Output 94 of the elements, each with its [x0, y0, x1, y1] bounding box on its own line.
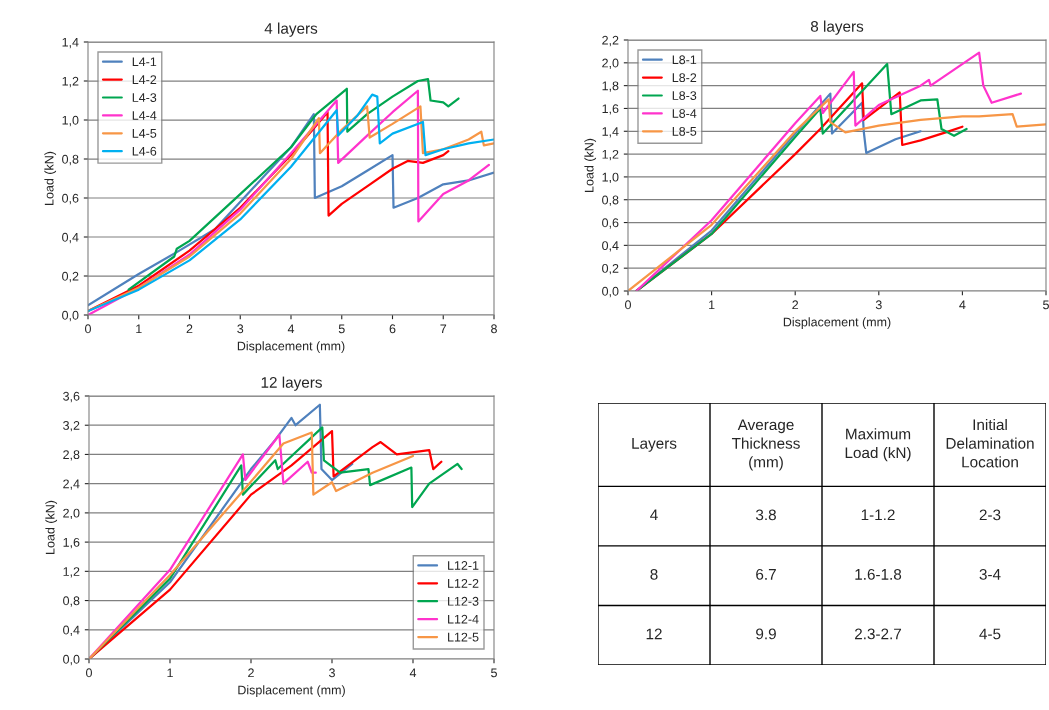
text: 3.8: [755, 509, 776, 521]
y-tick-label: 2,8: [63, 450, 80, 461]
y-tick-label: 2,2: [602, 35, 619, 47]
legend-label: L8-1: [672, 55, 697, 65]
y-tick-label: 0,8: [63, 596, 80, 607]
category-label: Maximum Load (kN): [845, 428, 911, 462]
y-axis-title: Load (kN): [45, 500, 58, 554]
legend-label: L12-4: [448, 614, 479, 624]
y-tick-label: 1,2: [63, 567, 80, 578]
legend-label: L12-3: [448, 596, 479, 606]
x-tick-label: 1: [709, 300, 715, 310]
y-tick-label: 1,2: [602, 149, 619, 161]
y-tick-label: 0,8: [602, 195, 619, 206]
y-tick-label: 2,4: [63, 479, 80, 490]
x-tick-label: 1: [167, 668, 173, 678]
category-label: Initial Delamination Location: [946, 418, 1034, 468]
legend-label: L8-2: [672, 73, 697, 83]
y-tick-label: 2,0: [602, 58, 619, 69]
y-tick-label: 1,8: [602, 81, 619, 92]
x-tick-label: 4: [959, 300, 966, 310]
y-tick-label: 0,4: [63, 625, 80, 636]
y-tick-label: 3,2: [63, 421, 80, 432]
x-tick-label: 1: [136, 324, 142, 334]
y-tick-label: 1,4: [62, 37, 79, 49]
text: 12: [646, 628, 662, 640]
x-tick-label: 5: [491, 668, 497, 678]
y-tick-label: 1,6: [63, 537, 80, 549]
x-tick-label: 2: [186, 324, 193, 334]
y-tick-label: 2,0: [63, 508, 80, 520]
y-tick-label: 0,2: [602, 263, 619, 275]
y-tick-label: 0,6: [62, 193, 79, 205]
legend-label: L12-2: [448, 578, 479, 588]
text: 9.9: [756, 628, 776, 640]
y-tick-label: 0,2: [62, 271, 79, 283]
x-tick-label: 4: [409, 668, 417, 678]
x-tick-label: 6: [389, 324, 396, 334]
x-tick-label: 5: [338, 324, 345, 334]
y-tick-label: 1,0: [602, 172, 619, 184]
y-tick-label: 3,6: [63, 391, 80, 403]
y-tick-label: 0,8: [62, 154, 79, 166]
category-label: Average Thickness (mm): [731, 419, 800, 471]
line-series: [635, 51, 1023, 291]
category-label: Layers: [632, 438, 677, 452]
text: 4-5: [979, 628, 1001, 640]
x-axis-title: Displacement (mm): [238, 685, 345, 697]
y-axis-title: Load (kN): [44, 151, 57, 205]
y-tick-label: 0,0: [63, 654, 80, 666]
text: 4: [650, 509, 658, 521]
x-tick-label: 5: [1043, 300, 1049, 310]
y-tick-label: 1,6: [602, 104, 619, 115]
x-tick-label: 0: [85, 324, 91, 334]
legend-label: L4-1: [132, 57, 157, 67]
x-tick-label: 3: [237, 324, 244, 334]
text: 3-4: [979, 568, 1001, 580]
legend-label: L4-6: [132, 146, 157, 156]
x-tick-label: 0: [625, 300, 631, 310]
y-tick-label: 0,4: [62, 232, 79, 244]
y-tick-label: 0,6: [602, 218, 619, 229]
legend-label: L4-2: [132, 75, 157, 84]
legend-label: L8-5: [672, 126, 697, 136]
text: 6.7: [756, 568, 776, 580]
x-axis-title: Displacement (mm): [783, 317, 891, 329]
y-tick-label: 0,4: [602, 241, 619, 252]
x-tick-label: 8: [491, 324, 497, 334]
y-tick-label: 1,0: [62, 115, 79, 127]
text: 2.3-2.7: [854, 628, 902, 640]
x-tick-label: 4: [287, 324, 295, 334]
legend-label: L4-4: [132, 111, 157, 120]
y-tick-label: 1,4: [602, 127, 619, 138]
chart-title: 12 layers: [261, 376, 322, 391]
x-tick-label: 3: [329, 668, 335, 678]
x-axis-title: Displacement (mm): [237, 341, 345, 353]
x-tick-label: 7: [440, 324, 447, 334]
y-tick-label: 0,0: [62, 310, 79, 322]
x-tick-label: 3: [875, 300, 882, 310]
line-series: [127, 77, 460, 291]
text: 1-1.2: [861, 509, 895, 521]
chart-title: 4 layers: [264, 22, 318, 37]
y-axis-title: Load (kN): [584, 138, 597, 192]
legend-label: L8-4: [672, 109, 697, 118]
text: 2-3: [979, 509, 1001, 521]
legend-label: L12-1: [448, 561, 479, 570]
y-tick-label: 1,2: [62, 76, 79, 88]
x-tick-label: 0: [86, 668, 92, 678]
legend-label: L12-5: [448, 632, 479, 642]
chart-title: 8 layers: [810, 20, 864, 35]
legend-label: L4-3: [132, 93, 157, 102]
x-tick-label: 2: [248, 668, 254, 678]
text: 8: [650, 568, 658, 580]
x-tick-label: 2: [792, 300, 799, 310]
y-tick-label: 0,0: [602, 286, 619, 298]
text: 1.6-1.8: [855, 568, 902, 580]
legend-label: L4-5: [132, 129, 157, 138]
legend-label: L8-3: [672, 91, 697, 100]
